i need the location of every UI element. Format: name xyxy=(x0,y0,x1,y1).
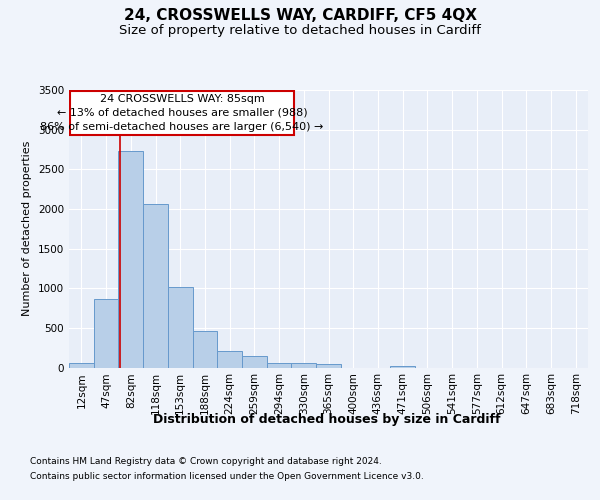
Bar xyxy=(390,366,415,368)
Text: Size of property relative to detached houses in Cardiff: Size of property relative to detached ho… xyxy=(119,24,481,37)
Text: 24 CROSSWELLS WAY: 85sqm
← 13% of detached houses are smaller (988)
86% of semi-: 24 CROSSWELLS WAY: 85sqm ← 13% of detach… xyxy=(40,94,324,132)
Bar xyxy=(193,332,217,368)
Text: Contains HM Land Registry data © Crown copyright and database right 2024.: Contains HM Land Registry data © Crown c… xyxy=(30,457,382,466)
Bar xyxy=(118,151,143,368)
Bar xyxy=(69,362,94,368)
Bar xyxy=(242,356,267,368)
Y-axis label: Number of detached properties: Number of detached properties xyxy=(22,141,32,316)
Bar xyxy=(316,364,341,368)
Bar xyxy=(267,363,292,368)
Text: Distribution of detached houses by size in Cardiff: Distribution of detached houses by size … xyxy=(153,412,501,426)
Text: 24, CROSSWELLS WAY, CARDIFF, CF5 4QX: 24, CROSSWELLS WAY, CARDIFF, CF5 4QX xyxy=(124,8,476,22)
Bar xyxy=(143,204,168,368)
Text: Contains public sector information licensed under the Open Government Licence v3: Contains public sector information licen… xyxy=(30,472,424,481)
FancyBboxPatch shape xyxy=(70,91,294,135)
Bar xyxy=(94,300,118,368)
Bar xyxy=(168,286,193,368)
Bar xyxy=(217,351,242,368)
Bar xyxy=(292,363,316,368)
